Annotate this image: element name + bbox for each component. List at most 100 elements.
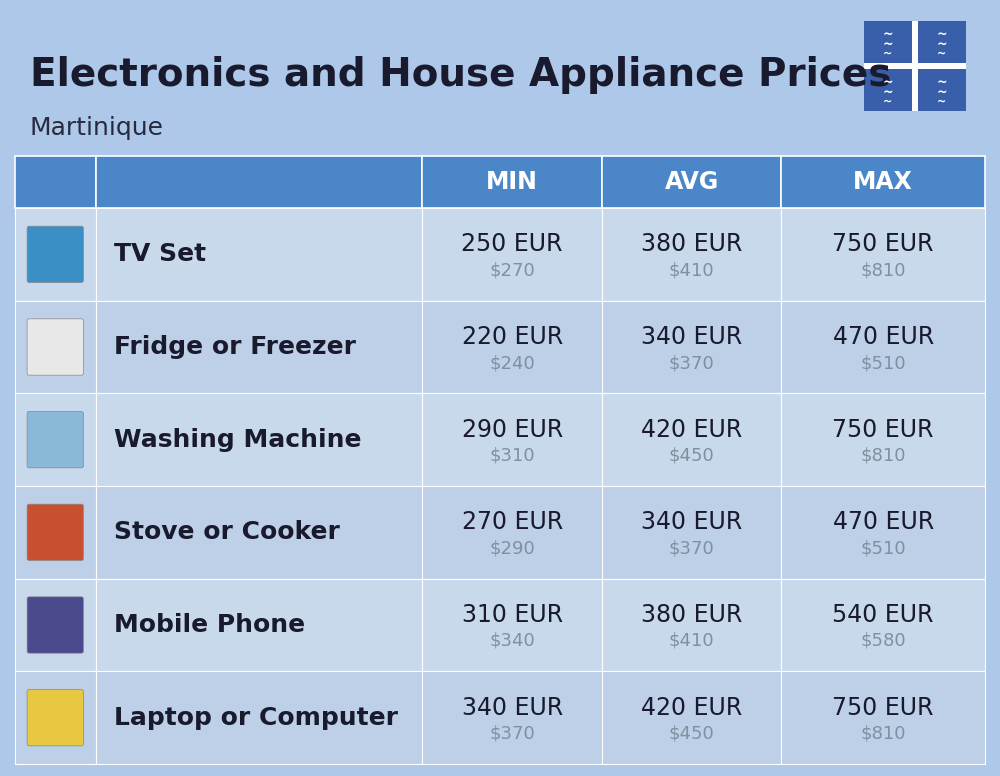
FancyBboxPatch shape bbox=[781, 393, 985, 486]
FancyBboxPatch shape bbox=[781, 156, 985, 208]
FancyBboxPatch shape bbox=[96, 579, 422, 671]
Text: Fridge or Freezer: Fridge or Freezer bbox=[114, 335, 356, 359]
Text: 470 EUR: 470 EUR bbox=[833, 325, 934, 349]
FancyBboxPatch shape bbox=[602, 300, 781, 393]
Text: Laptop or Computer: Laptop or Computer bbox=[114, 705, 398, 729]
FancyBboxPatch shape bbox=[918, 69, 966, 111]
Text: ~: ~ bbox=[937, 97, 947, 107]
Text: Washing Machine: Washing Machine bbox=[114, 428, 361, 452]
Text: $310: $310 bbox=[489, 447, 535, 465]
Text: 380 EUR: 380 EUR bbox=[641, 232, 742, 256]
FancyBboxPatch shape bbox=[864, 21, 912, 63]
FancyBboxPatch shape bbox=[422, 156, 602, 208]
Text: $270: $270 bbox=[489, 262, 535, 279]
Text: 340 EUR: 340 EUR bbox=[641, 511, 742, 535]
Text: 380 EUR: 380 EUR bbox=[641, 603, 742, 627]
Text: 340 EUR: 340 EUR bbox=[641, 325, 742, 349]
FancyBboxPatch shape bbox=[781, 671, 985, 764]
FancyBboxPatch shape bbox=[27, 226, 83, 282]
Text: 340 EUR: 340 EUR bbox=[462, 695, 563, 719]
Text: ~: ~ bbox=[937, 75, 947, 88]
FancyBboxPatch shape bbox=[602, 156, 781, 208]
FancyBboxPatch shape bbox=[864, 21, 966, 111]
FancyBboxPatch shape bbox=[96, 671, 422, 764]
Text: 420 EUR: 420 EUR bbox=[641, 417, 742, 442]
Text: ~: ~ bbox=[937, 37, 947, 50]
FancyBboxPatch shape bbox=[27, 319, 83, 375]
Text: $290: $290 bbox=[489, 539, 535, 557]
Text: 750 EUR: 750 EUR bbox=[832, 695, 934, 719]
FancyBboxPatch shape bbox=[15, 156, 96, 208]
Text: $510: $510 bbox=[860, 539, 906, 557]
FancyBboxPatch shape bbox=[96, 156, 422, 208]
FancyBboxPatch shape bbox=[781, 208, 985, 300]
FancyBboxPatch shape bbox=[602, 208, 781, 300]
Text: $580: $580 bbox=[860, 632, 906, 650]
Text: 310 EUR: 310 EUR bbox=[462, 603, 563, 627]
Text: $450: $450 bbox=[669, 725, 714, 743]
Text: MAX: MAX bbox=[853, 170, 913, 194]
FancyBboxPatch shape bbox=[422, 208, 602, 300]
FancyBboxPatch shape bbox=[864, 69, 912, 111]
FancyBboxPatch shape bbox=[27, 411, 83, 468]
Text: ~: ~ bbox=[883, 97, 893, 107]
FancyBboxPatch shape bbox=[96, 300, 422, 393]
Text: TV Set: TV Set bbox=[114, 242, 206, 266]
Text: 270 EUR: 270 EUR bbox=[462, 511, 563, 535]
FancyBboxPatch shape bbox=[602, 671, 781, 764]
Text: AVG: AVG bbox=[664, 170, 719, 194]
Text: ~: ~ bbox=[883, 49, 893, 59]
Text: ~: ~ bbox=[937, 85, 947, 99]
Text: ~: ~ bbox=[883, 27, 893, 40]
FancyBboxPatch shape bbox=[781, 300, 985, 393]
Text: $510: $510 bbox=[860, 354, 906, 372]
Text: $370: $370 bbox=[669, 539, 714, 557]
FancyBboxPatch shape bbox=[27, 504, 83, 560]
FancyBboxPatch shape bbox=[918, 21, 966, 63]
Text: 250 EUR: 250 EUR bbox=[461, 232, 563, 256]
Text: 290 EUR: 290 EUR bbox=[462, 417, 563, 442]
Text: 540 EUR: 540 EUR bbox=[832, 603, 934, 627]
Text: $450: $450 bbox=[669, 447, 714, 465]
Text: $810: $810 bbox=[860, 725, 906, 743]
Text: $340: $340 bbox=[489, 632, 535, 650]
FancyBboxPatch shape bbox=[422, 300, 602, 393]
Text: ~: ~ bbox=[883, 85, 893, 99]
FancyBboxPatch shape bbox=[96, 486, 422, 579]
Text: Stove or Cooker: Stove or Cooker bbox=[114, 521, 339, 544]
FancyBboxPatch shape bbox=[15, 579, 96, 671]
Text: Mobile Phone: Mobile Phone bbox=[114, 613, 305, 637]
Text: MIN: MIN bbox=[486, 170, 538, 194]
FancyBboxPatch shape bbox=[15, 486, 96, 579]
Text: Martinique: Martinique bbox=[30, 116, 164, 140]
Text: ~: ~ bbox=[883, 37, 893, 50]
FancyBboxPatch shape bbox=[781, 579, 985, 671]
Text: $240: $240 bbox=[489, 354, 535, 372]
FancyBboxPatch shape bbox=[602, 486, 781, 579]
FancyBboxPatch shape bbox=[602, 393, 781, 486]
Text: 220 EUR: 220 EUR bbox=[462, 325, 563, 349]
Text: $370: $370 bbox=[489, 725, 535, 743]
FancyBboxPatch shape bbox=[27, 597, 83, 653]
Text: $810: $810 bbox=[860, 262, 906, 279]
Text: $810: $810 bbox=[860, 447, 906, 465]
FancyBboxPatch shape bbox=[96, 393, 422, 486]
Text: ~: ~ bbox=[883, 75, 893, 88]
FancyBboxPatch shape bbox=[422, 486, 602, 579]
FancyBboxPatch shape bbox=[15, 300, 96, 393]
Text: ~: ~ bbox=[937, 27, 947, 40]
Text: Electronics and House Appliance Prices: Electronics and House Appliance Prices bbox=[30, 56, 891, 94]
Text: 750 EUR: 750 EUR bbox=[832, 417, 934, 442]
FancyBboxPatch shape bbox=[781, 486, 985, 579]
FancyBboxPatch shape bbox=[15, 671, 96, 764]
Text: $370: $370 bbox=[669, 354, 714, 372]
FancyBboxPatch shape bbox=[602, 579, 781, 671]
FancyBboxPatch shape bbox=[27, 690, 83, 746]
FancyBboxPatch shape bbox=[422, 393, 602, 486]
Text: 470 EUR: 470 EUR bbox=[833, 511, 934, 535]
Text: 750 EUR: 750 EUR bbox=[832, 232, 934, 256]
Text: ~: ~ bbox=[937, 49, 947, 59]
Text: $410: $410 bbox=[669, 262, 714, 279]
FancyBboxPatch shape bbox=[96, 208, 422, 300]
FancyBboxPatch shape bbox=[422, 579, 602, 671]
